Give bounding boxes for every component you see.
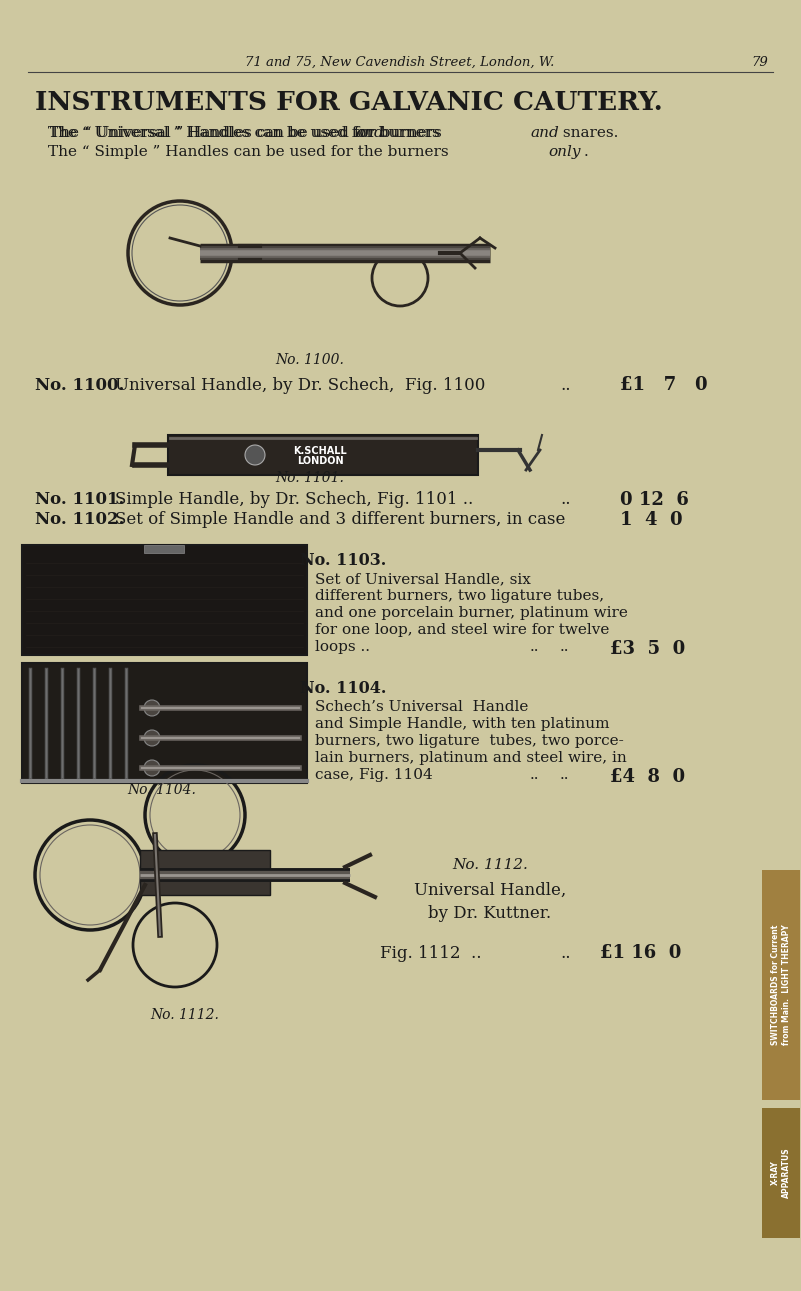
Text: for one loop, and steel wire for twelve: for one loop, and steel wire for twelve	[315, 624, 610, 636]
Text: burners, two ligature  tubes, two porce-: burners, two ligature tubes, two porce-	[315, 735, 624, 747]
Text: and one porcelain burner, platinum wire: and one porcelain burner, platinum wire	[315, 605, 628, 620]
Text: .: .	[584, 145, 589, 159]
Text: Universal Handle, by Dr. Schech,  Fig. 1100: Universal Handle, by Dr. Schech, Fig. 11…	[115, 377, 485, 394]
Text: K.SCHALL: K.SCHALL	[293, 445, 347, 456]
Text: £1 16  0: £1 16 0	[600, 944, 682, 962]
Circle shape	[144, 729, 160, 746]
Bar	[144, 545, 184, 553]
Bar	[762, 870, 800, 1100]
Text: Set of Universal Handle, six: Set of Universal Handle, six	[315, 572, 531, 586]
Circle shape	[144, 700, 160, 717]
Bar	[762, 1108, 800, 1238]
Text: ..: ..	[560, 492, 570, 509]
Text: Simple Handle, by Dr. Schech, Fig. 1101 ..: Simple Handle, by Dr. Schech, Fig. 1101 …	[115, 492, 473, 509]
Text: X-RAY
APPARATUS: X-RAY APPARATUS	[771, 1148, 791, 1198]
Text: SWITCHBOARDS for Current
from Main.  LIGHT THERAPY: SWITCHBOARDS for Current from Main. LIGH…	[771, 924, 791, 1046]
Text: No. 1112.: No. 1112.	[452, 859, 528, 871]
Text: No. 1103.: No. 1103.	[300, 553, 386, 569]
Text: ..: ..	[530, 640, 540, 655]
Circle shape	[180, 870, 190, 880]
Circle shape	[393, 247, 407, 259]
Text: No. 1100.: No. 1100.	[276, 352, 344, 367]
Text: No. 1104.: No. 1104.	[127, 784, 196, 797]
Text: No. 1101.: No. 1101.	[35, 492, 124, 509]
Text: Universal Handle,: Universal Handle,	[414, 882, 566, 899]
Text: Schech’s Universal  Handle: Schech’s Universal Handle	[315, 700, 529, 714]
Text: ..: ..	[560, 768, 570, 782]
Text: different burners, two ligature tubes,: different burners, two ligature tubes,	[315, 589, 604, 603]
Text: The “ Simple ” Handles can be used for the burners: The “ Simple ” Handles can be used for t…	[48, 145, 453, 159]
Text: Fig. 1112  ..: Fig. 1112 ..	[380, 945, 481, 962]
Text: ..: ..	[530, 768, 540, 782]
Text: No. 1102.: No. 1102.	[35, 511, 124, 528]
Text: £1   7   0: £1 7 0	[620, 376, 707, 394]
Text: lain burners, platinum and steel wire, in: lain burners, platinum and steel wire, i…	[315, 751, 626, 766]
Text: 1  4  0: 1 4 0	[620, 511, 682, 529]
Text: No. 1101.: No. 1101.	[276, 471, 344, 485]
Text: snares.: snares.	[558, 127, 618, 139]
Text: and Simple Handle, with ten platinum: and Simple Handle, with ten platinum	[315, 717, 610, 731]
Circle shape	[160, 870, 170, 880]
Text: £4  8  0: £4 8 0	[610, 768, 685, 786]
Circle shape	[245, 445, 265, 465]
Text: No. 1104.: No. 1104.	[300, 680, 386, 697]
Text: only: only	[548, 145, 581, 159]
Text: and: and	[530, 127, 559, 139]
Text: The “ Universal ” Handles can be used for burners: The “ Universal ” Handles can be used fo…	[48, 127, 445, 139]
Bar	[22, 664, 307, 784]
Circle shape	[263, 247, 277, 259]
Text: 79: 79	[751, 56, 768, 68]
Text: INSTRUMENTS FOR GALVANIC CAUTERY.: INSTRUMENTS FOR GALVANIC CAUTERY.	[35, 90, 662, 115]
Text: £3  5  0: £3 5 0	[610, 640, 685, 658]
Text: by Dr. Kuttner.: by Dr. Kuttner.	[429, 905, 552, 922]
Text: 71 and 75, New Cavendish Street, London, W.: 71 and 75, New Cavendish Street, London,…	[245, 56, 554, 68]
Text: ..: ..	[560, 640, 570, 655]
Circle shape	[323, 247, 337, 259]
Text: ..: ..	[560, 377, 570, 394]
Text: LONDON: LONDON	[296, 456, 344, 466]
Text: case, Fig. 1104: case, Fig. 1104	[315, 768, 433, 782]
Circle shape	[210, 870, 220, 880]
Text: No. 1112.: No. 1112.	[151, 1008, 219, 1022]
Text: The “ Universal ” Handles can be used for burners: The “ Universal ” Handles can be used fo…	[50, 127, 447, 139]
Text: ..: ..	[560, 945, 570, 962]
Text: loops ..: loops ..	[315, 640, 370, 655]
Text: 0 12  6: 0 12 6	[620, 491, 689, 509]
Text: and: and	[355, 127, 384, 139]
Text: Set of Simple Handle and 3 different burners, in case: Set of Simple Handle and 3 different bur…	[115, 511, 566, 528]
Bar	[168, 435, 478, 475]
Text: No. 1100.: No. 1100.	[35, 377, 124, 394]
Bar	[140, 849, 270, 895]
Circle shape	[144, 760, 160, 776]
Bar	[22, 545, 307, 655]
